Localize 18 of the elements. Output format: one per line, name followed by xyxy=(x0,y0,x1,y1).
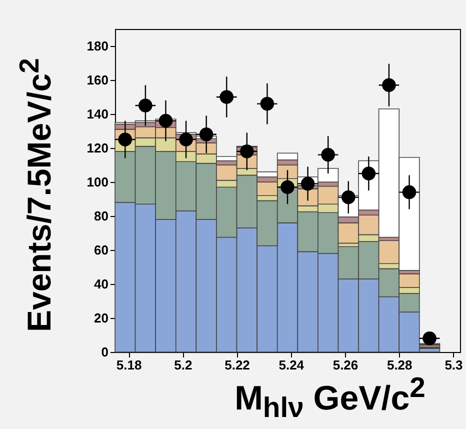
y-tick-label: 40 xyxy=(94,276,108,292)
x-tick-label: 5.22 xyxy=(224,358,250,372)
x-tick-label: 5.18 xyxy=(116,358,142,372)
y-tick-label: 120 xyxy=(86,140,108,156)
y-tick-label: 140 xyxy=(86,106,108,122)
y-tick-label: 60 xyxy=(94,242,108,258)
y-tick-label: 180 xyxy=(86,38,108,54)
x-tick-label: 5.24 xyxy=(278,358,305,372)
x-tick-label: 5.2 xyxy=(174,358,192,372)
y-tick-label: 100 xyxy=(86,174,108,190)
x-tick-label: 5.3 xyxy=(444,358,463,372)
x-axis-title: M$_{hlν}$ GeV/c$^{2}$ xyxy=(234,372,426,426)
y-tick-label: 0 xyxy=(101,344,108,360)
y-tick-label: 160 xyxy=(86,72,108,88)
x-tick-label: 5.26 xyxy=(332,358,358,372)
y-tick-label: 80 xyxy=(94,208,108,224)
x-tick-label: 5.28 xyxy=(386,358,412,372)
y-tick-label: 20 xyxy=(94,310,108,326)
